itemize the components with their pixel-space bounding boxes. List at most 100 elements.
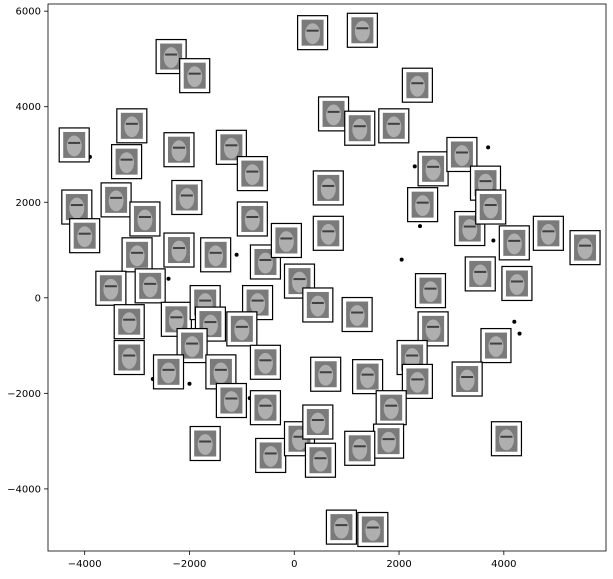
face-thumbnail	[480, 327, 512, 364]
x-tick-label: 2000	[386, 559, 411, 570]
data-point	[166, 276, 171, 281]
face-thumbnail	[302, 287, 334, 323]
eyes-shape	[293, 278, 306, 281]
eyes-shape	[70, 204, 83, 207]
face-thumbnail	[310, 356, 342, 392]
face-thumbnail	[401, 363, 433, 400]
face-shape	[425, 159, 441, 181]
face-shape	[352, 438, 368, 460]
data-point	[491, 238, 496, 243]
data-point	[399, 257, 404, 262]
eyes-shape	[327, 110, 340, 113]
eyes-shape	[68, 141, 81, 144]
eyes-shape	[406, 354, 419, 357]
y-axis: −4000 −2000 0 2000 4000 6000	[7, 7, 48, 495]
eyes-shape	[199, 299, 212, 302]
face-thumbnail	[200, 237, 232, 273]
face-shape	[320, 223, 336, 245]
eyes-shape	[579, 244, 592, 247]
eyes-shape	[500, 435, 513, 438]
face-thumbnail	[249, 390, 282, 426]
face-shape	[409, 372, 425, 393]
data-point	[187, 381, 192, 386]
eyes-shape	[311, 301, 324, 304]
face-shape	[103, 278, 119, 300]
eyes-shape	[353, 125, 366, 128]
eyes-shape	[510, 280, 523, 283]
face-thumbnail	[134, 268, 166, 304]
face-shape	[318, 364, 334, 386]
eyes-shape	[351, 311, 364, 314]
face-thumbnail	[569, 230, 601, 266]
eyes-shape	[361, 373, 374, 376]
face-shape	[409, 75, 425, 97]
face-thumbnail	[312, 215, 344, 251]
face-shape	[462, 219, 478, 240]
face-thumbnail	[95, 270, 127, 306]
eyes-shape	[461, 376, 474, 379]
face-shape	[163, 47, 179, 68]
eyes-shape	[225, 397, 238, 400]
y-tick-label: 0	[35, 293, 41, 304]
face-shape	[257, 398, 273, 420]
face-thumbnail	[270, 222, 302, 259]
eyes-shape	[463, 225, 476, 228]
face-shape	[77, 226, 93, 248]
face-shape	[310, 295, 326, 317]
face-shape	[142, 276, 158, 298]
eyes-shape	[455, 151, 468, 154]
eyes-shape	[280, 237, 293, 240]
eyes-shape	[188, 72, 201, 75]
eyes-shape	[484, 204, 497, 207]
eyes-shape	[78, 232, 91, 235]
face-shape	[365, 520, 381, 541]
data-point	[512, 319, 517, 324]
eyes-shape	[382, 438, 395, 441]
face-thumbnail	[205, 354, 237, 390]
eyes-shape	[120, 158, 133, 161]
face-thumbnail	[58, 127, 90, 163]
face-shape	[66, 135, 82, 157]
eyes-shape	[204, 321, 217, 324]
face-shape	[129, 245, 145, 267]
face-shape	[540, 223, 556, 245]
face-thumbnail	[312, 170, 344, 206]
face-thumbnail	[249, 344, 282, 380]
face-shape	[244, 209, 260, 231]
face-thumbnail	[163, 232, 195, 268]
eyes-shape	[508, 239, 521, 242]
face-thumbnail	[464, 256, 496, 292]
eyes-shape	[104, 285, 117, 288]
eyes-shape	[427, 325, 440, 328]
eyes-shape	[411, 378, 424, 381]
face-thumbnail	[475, 189, 507, 225]
eyes-shape	[186, 342, 199, 345]
face-shape	[223, 137, 239, 159]
face-shape	[187, 66, 203, 88]
y-tick-label: 6000	[16, 7, 41, 18]
face-thumbnail	[226, 311, 258, 347]
face-thumbnail	[372, 423, 405, 459]
face-thumbnail	[341, 296, 373, 333]
face-shape	[250, 293, 266, 314]
face-shape	[459, 369, 475, 391]
face-shape	[386, 116, 402, 138]
face-thumbnail	[302, 404, 334, 440]
face-shape	[333, 517, 349, 539]
face-thumbnail	[163, 132, 195, 168]
eyes-shape	[214, 368, 227, 371]
face-shape	[161, 362, 176, 384]
face-thumbnail	[249, 244, 282, 280]
face-thumbnail	[317, 96, 350, 132]
face-shape	[278, 231, 294, 252]
face-thumbnail	[501, 265, 533, 302]
eyes-shape	[235, 325, 248, 328]
face-thumbnail	[414, 273, 447, 309]
face-shape	[257, 352, 273, 374]
face-shape	[478, 173, 493, 195]
data-point	[486, 145, 491, 150]
eyes-shape	[165, 53, 178, 56]
eyes-shape	[199, 440, 212, 443]
eyes-shape	[353, 445, 366, 448]
